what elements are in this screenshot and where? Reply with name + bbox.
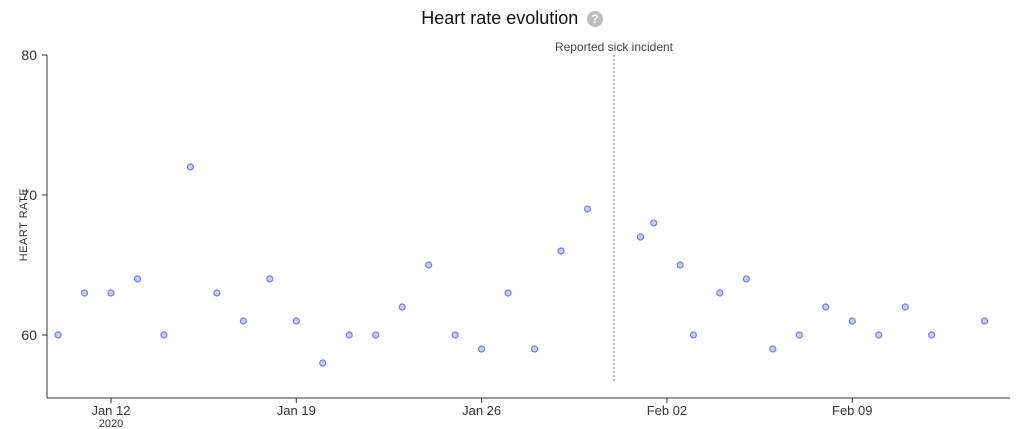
x-tick-label: Jan 19 [277, 403, 316, 418]
data-point [583, 205, 592, 213]
data-point [54, 331, 62, 339]
data-point [557, 247, 565, 255]
data-point [133, 275, 142, 283]
data-point [901, 303, 909, 311]
y-tick-label: 60 [21, 327, 37, 343]
data-point [107, 289, 115, 297]
x-tick-sublabel: 2020 [99, 418, 123, 429]
data-point [504, 289, 512, 297]
data-points [54, 163, 989, 367]
data-point [425, 261, 433, 269]
chart-title-bar: Heart rate evolution ? [0, 8, 1024, 29]
data-point [160, 331, 168, 339]
chart-title: Heart rate evolution [421, 8, 579, 28]
data-point [186, 163, 195, 171]
data-point [398, 303, 406, 311]
x-tick-label: Jan 26 [462, 403, 501, 418]
data-point [213, 289, 221, 297]
data-point [848, 317, 856, 325]
data-point [769, 345, 777, 353]
data-point [716, 289, 724, 297]
data-point [451, 331, 459, 339]
data-point [292, 317, 300, 325]
data-point [319, 359, 327, 367]
data-point [266, 275, 274, 283]
data-point [822, 303, 830, 311]
question-circle-icon[interactable]: ? [586, 10, 603, 27]
data-point [239, 317, 247, 325]
data-point [478, 345, 486, 353]
data-point [530, 345, 539, 353]
x-tick-label: Feb 02 [647, 403, 687, 418]
data-point [636, 233, 645, 241]
data-point [875, 331, 883, 339]
annotations: Reported sick incident [555, 40, 674, 382]
data-point [928, 331, 936, 339]
data-point [676, 261, 684, 269]
y-tick-label: 70 [21, 187, 37, 203]
data-point [981, 317, 989, 325]
x-tick-label: Feb 09 [832, 403, 872, 418]
data-point [650, 219, 658, 227]
x-tick-label: Jan 12 [91, 403, 130, 418]
y-axis-title: HEART RATE [18, 188, 30, 261]
data-point [372, 331, 380, 339]
annotation-label: Reported sick incident [555, 40, 674, 54]
data-point [742, 275, 750, 283]
data-point [80, 289, 89, 297]
y-tick-label: 80 [21, 47, 37, 63]
data-point [795, 331, 803, 339]
data-point [689, 331, 698, 339]
data-point [345, 331, 353, 339]
